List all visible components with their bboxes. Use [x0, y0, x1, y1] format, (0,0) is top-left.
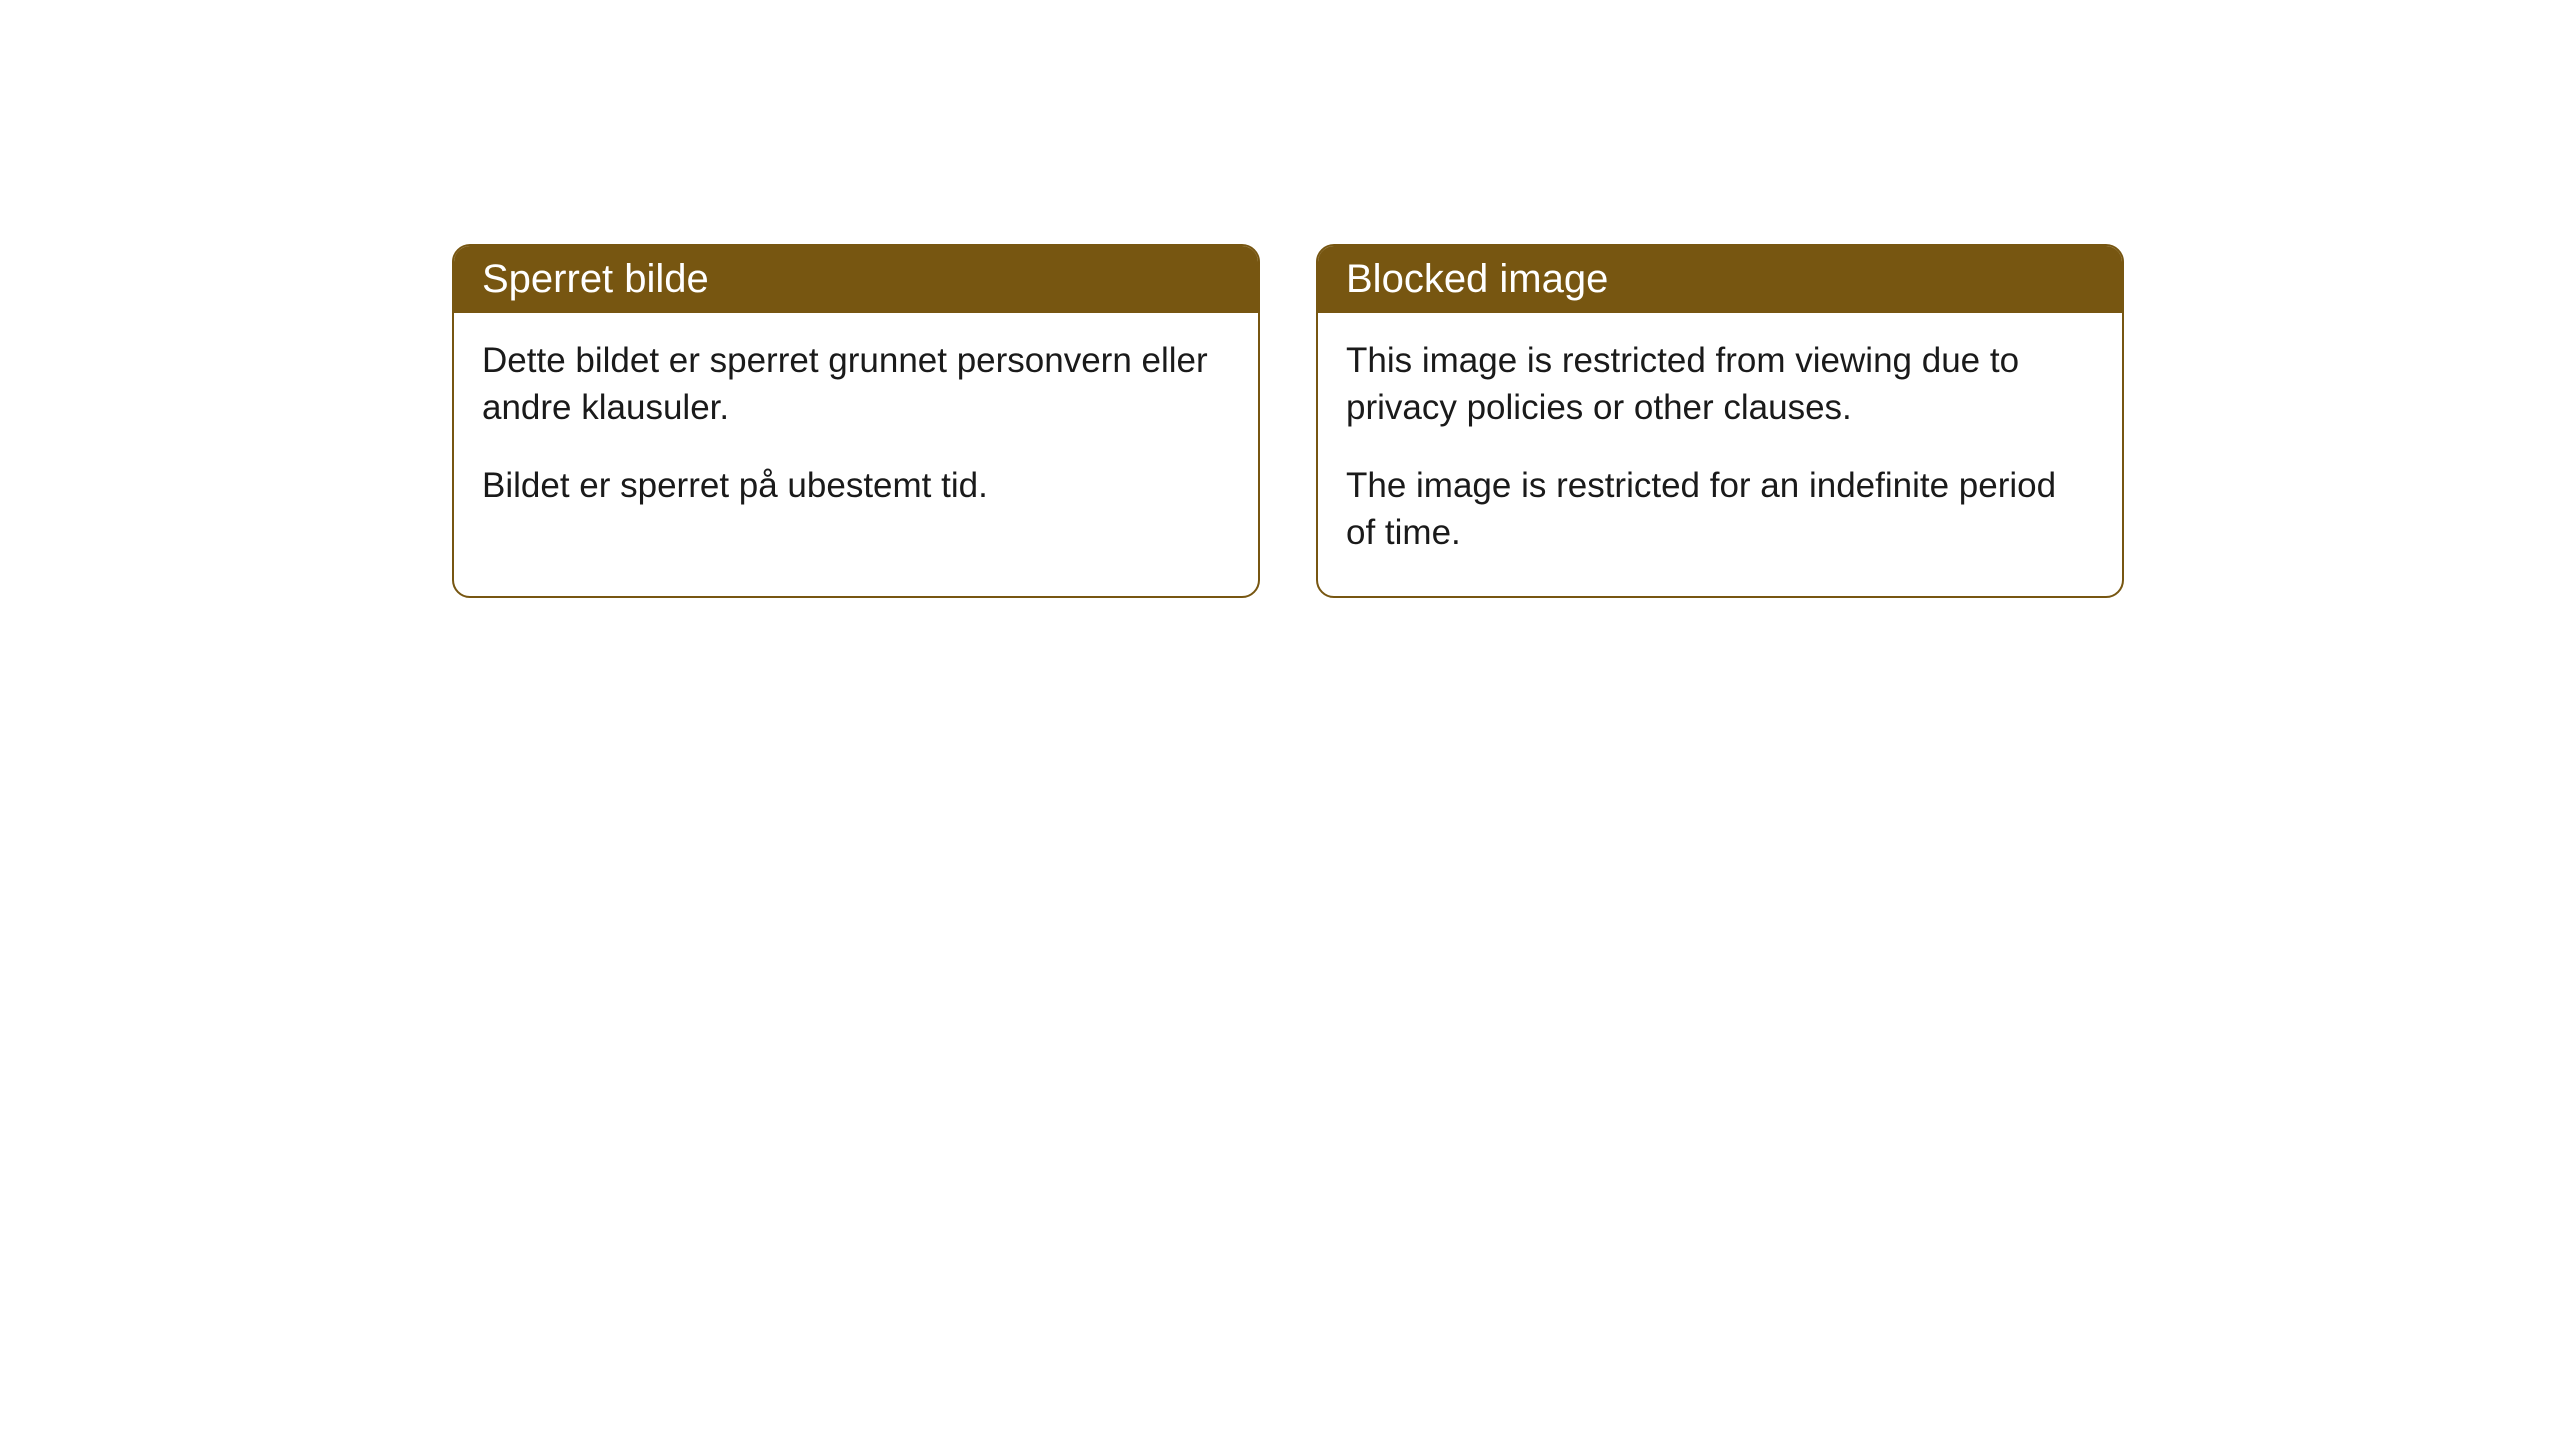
card-body-english: This image is restricted from viewing du…: [1318, 313, 2122, 596]
notice-cards-container: Sperret bilde Dette bildet er sperret gr…: [452, 244, 2124, 598]
notice-card-english: Blocked image This image is restricted f…: [1316, 244, 2124, 598]
card-body-norwegian: Dette bildet er sperret grunnet personve…: [454, 313, 1258, 549]
card-title: Sperret bilde: [482, 257, 709, 301]
card-header-english: Blocked image: [1318, 246, 2122, 313]
card-title: Blocked image: [1346, 257, 1608, 301]
card-paragraph: Bildet er sperret på ubestemt tid.: [482, 462, 1230, 509]
card-header-norwegian: Sperret bilde: [454, 246, 1258, 313]
notice-card-norwegian: Sperret bilde Dette bildet er sperret gr…: [452, 244, 1260, 598]
card-paragraph: The image is restricted for an indefinit…: [1346, 462, 2094, 557]
card-paragraph: Dette bildet er sperret grunnet personve…: [482, 337, 1230, 432]
card-paragraph: This image is restricted from viewing du…: [1346, 337, 2094, 432]
